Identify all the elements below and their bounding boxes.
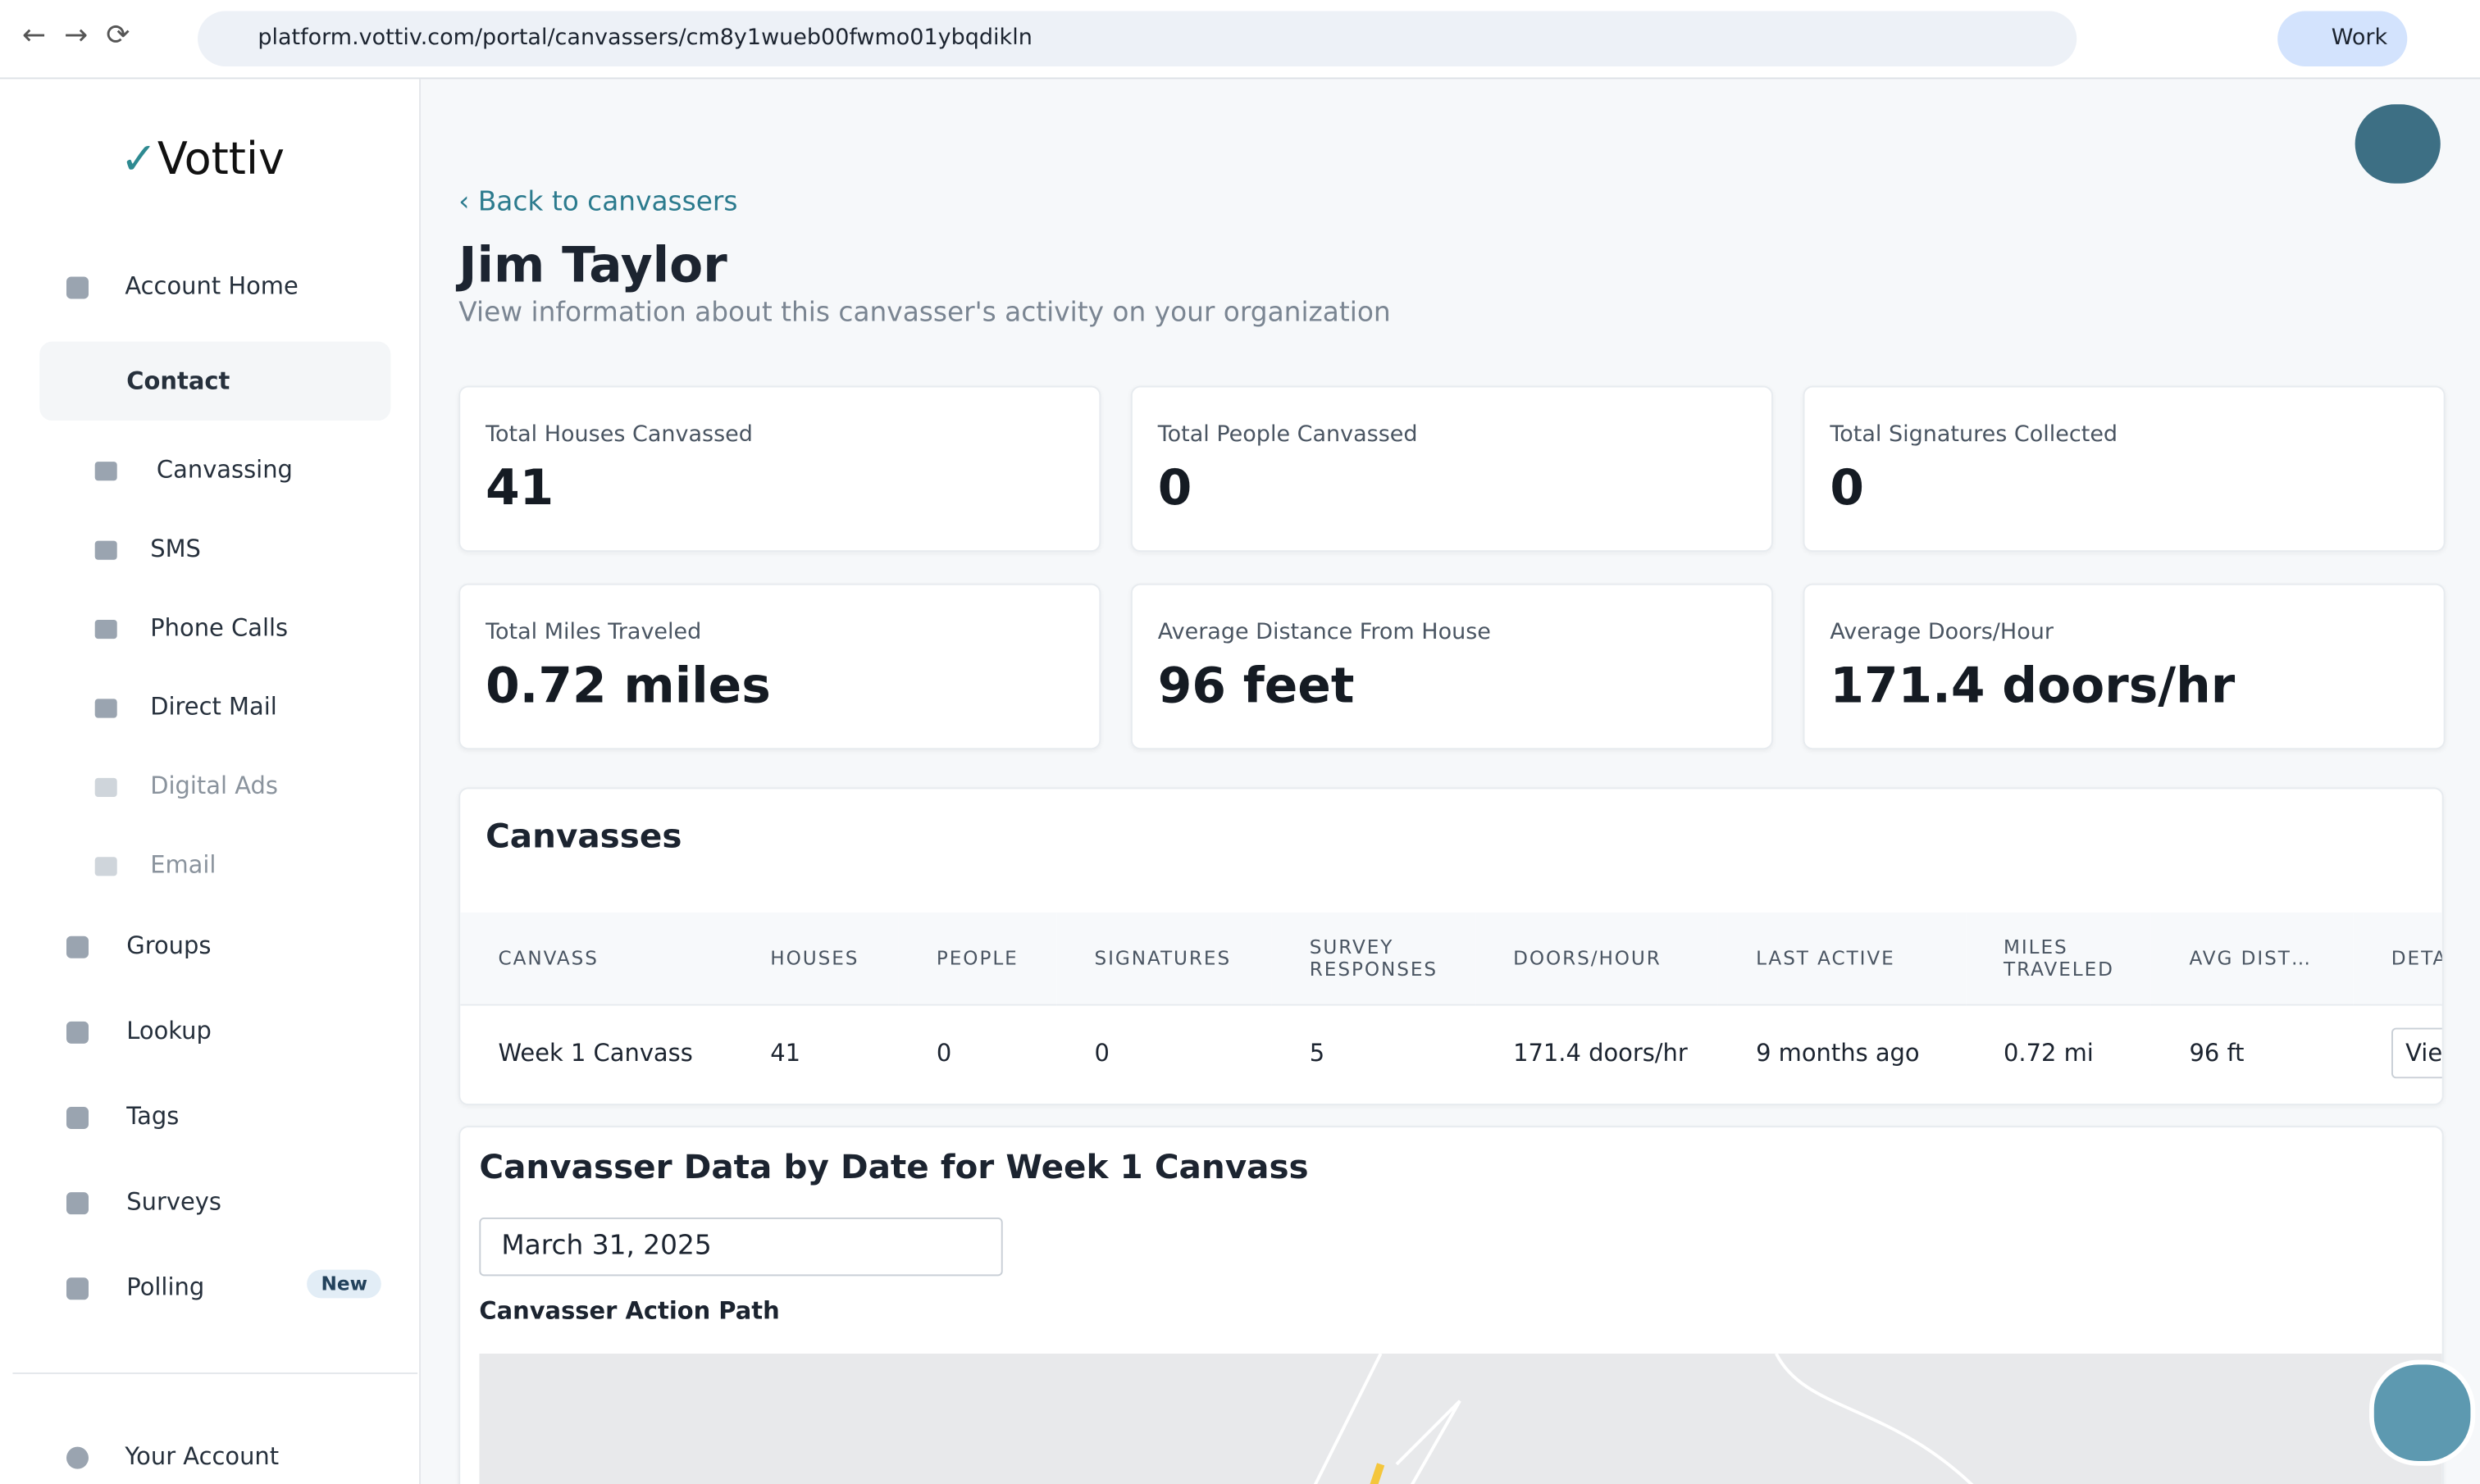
stat-card: Total People Canvassed 0 — [1130, 385, 1773, 553]
column-header: DETA — [2391, 946, 2444, 969]
stat-label: Total Miles Traveled — [486, 619, 702, 645]
nav-subitem[interactable]: SMS — [150, 534, 201, 563]
column-header: SURVEY RESPONSES — [1309, 935, 1438, 981]
back-link[interactable]: ‹ Back to canvassers — [458, 186, 738, 219]
nav-subitem[interactable]: Phone Calls — [150, 613, 289, 642]
support-button[interactable] — [2368, 1359, 2476, 1466]
nav-icon — [94, 857, 117, 876]
nav-icon — [66, 1021, 89, 1044]
column-header: AVG DIST… — [2189, 946, 2312, 969]
column-header: CANVASS — [498, 946, 599, 969]
column-header: DOORS/HOUR — [1513, 946, 1662, 969]
nav-subitem[interactable]: Digital Ads — [150, 772, 278, 800]
nav-item[interactable]: Groups — [126, 931, 212, 960]
nav-item[interactable]: Lookup — [126, 1017, 212, 1045]
stat-value: 0.72 miles — [486, 658, 771, 715]
nav-item[interactable]: Account Home — [125, 271, 299, 301]
nav-icon — [66, 1277, 89, 1300]
table-cell: Week 1 Canvass — [498, 1039, 693, 1068]
stat-card: Total Miles Traveled 0.72 miles — [458, 583, 1101, 750]
column-header: HOUSES — [770, 946, 859, 969]
stat-card: Average Distance From House 96 feet — [1130, 583, 1773, 750]
nav-section[interactable] — [39, 341, 391, 421]
page-subtitle: View information about this canvasser's … — [458, 297, 1391, 330]
table-cell: 0 — [936, 1039, 952, 1068]
stat-value: 0 — [1830, 460, 1864, 517]
table-cell: 41 — [770, 1039, 801, 1068]
stat-label: Total People Canvassed — [1157, 421, 1418, 448]
map[interactable] — [479, 1353, 2442, 1484]
nav-buttons[interactable]: ← → ⟳ — [21, 19, 130, 52]
url: platform.vottiv.com/portal/canvassers/cm… — [258, 25, 1033, 51]
stat-label: Average Doors/Hour — [1830, 619, 2054, 645]
stat-card: Average Doors/Hour 171.4 doors/hr — [1803, 583, 2446, 750]
table-row: Week 1 Canvass 41 0 0 5 171.4 doors/hr 9 month… — [460, 1004, 2442, 1103]
nav-icon — [94, 540, 117, 560]
view-button[interactable]: View Da — [2391, 1028, 2442, 1079]
path-label: Canvasser Action Path — [479, 1296, 780, 1326]
nav-item[interactable]: Tags — [126, 1102, 180, 1131]
table-card: Canvasses CANVASS HOUSES PEOPLE SIGNATURES S… — [458, 787, 2444, 1106]
nav-icon — [94, 699, 117, 718]
sidebar: ✓Vottiv Account Home Contact New Your Ac… — [0, 79, 421, 1484]
nav-icon — [66, 935, 89, 958]
stat-value: 41 — [486, 460, 554, 517]
nav-subitem[interactable]: Direct Mail — [150, 692, 277, 722]
nav-icon — [66, 1106, 89, 1129]
badge: New — [307, 1269, 382, 1299]
column-header: PEOPLE — [936, 946, 1019, 969]
date-input[interactable]: March 31, 2025 — [479, 1217, 1003, 1277]
nav-item[interactable]: Surveys — [126, 1187, 221, 1217]
table-cell: 0.72 mi — [2004, 1039, 2094, 1068]
nav-subitem[interactable]: Canvassing — [156, 455, 293, 485]
table-cell: 5 — [1309, 1039, 1325, 1068]
stat-card: Total Houses Canvassed 41 — [458, 385, 1101, 553]
divider — [12, 1372, 418, 1374]
profile[interactable]: Work — [2277, 11, 2408, 66]
logo-text: Vottiv — [157, 132, 285, 185]
stat-value: 0 — [1157, 460, 1192, 517]
table-cell: 9 months ago — [1756, 1039, 1920, 1068]
stat-card: Total Signatures Collected 0 — [1803, 385, 2446, 553]
nav-subitem[interactable]: Email — [150, 850, 217, 880]
chat-button[interactable] — [2355, 104, 2441, 184]
nav-icon — [94, 619, 117, 640]
column-header: LAST ACTIVE — [1756, 946, 1895, 969]
page-title: Jim Taylor — [458, 237, 727, 294]
column-header: SIGNATURES — [1094, 946, 1232, 969]
table-cell: 96 ft — [2189, 1039, 2245, 1068]
nav-icon — [94, 777, 117, 797]
profile-name: Work — [2331, 25, 2388, 51]
stat-label: Average Distance From House — [1157, 619, 1491, 645]
nav-icon — [66, 1192, 89, 1215]
detail-title: Canvasser Data by Date for Week 1 Canvas… — [479, 1148, 1309, 1186]
stat-label: Total Houses Canvassed — [486, 421, 753, 448]
address-bar[interactable]: platform.vottiv.com/portal/canvassers/cm… — [198, 11, 2077, 66]
table: CANVASS HOUSES PEOPLE SIGNATURES SURVEY RESP… — [460, 912, 2444, 1103]
nav-item[interactable]: Contact — [126, 366, 230, 396]
table-cell: 0 — [1094, 1039, 1110, 1068]
back-text: Back to canvassers — [477, 186, 738, 219]
nav-item[interactable]: Your Account — [125, 1441, 280, 1471]
stat-value: 171.4 doors/hr — [1830, 658, 2236, 715]
logo[interactable]: ✓Vottiv — [120, 132, 285, 185]
stat-value: 96 feet — [1157, 658, 1355, 715]
table-cell: View Da — [2354, 1004, 2442, 1103]
browser-bar: ← → ⟳ platform.vottiv.com/portal/canvass… — [0, 0, 2480, 80]
detail-card: Canvasser Data by Date for Week 1 Canvas… — [458, 1126, 2444, 1484]
nav-item[interactable]: Polling — [126, 1272, 205, 1302]
column-header: MILES TRAVELED — [2004, 935, 2114, 981]
table-cell: 171.4 doors/hr — [1513, 1039, 1688, 1068]
nav-icon — [94, 462, 117, 481]
table-title: Canvasses — [486, 817, 682, 856]
stat-label: Total Signatures Collected — [1830, 421, 2118, 448]
